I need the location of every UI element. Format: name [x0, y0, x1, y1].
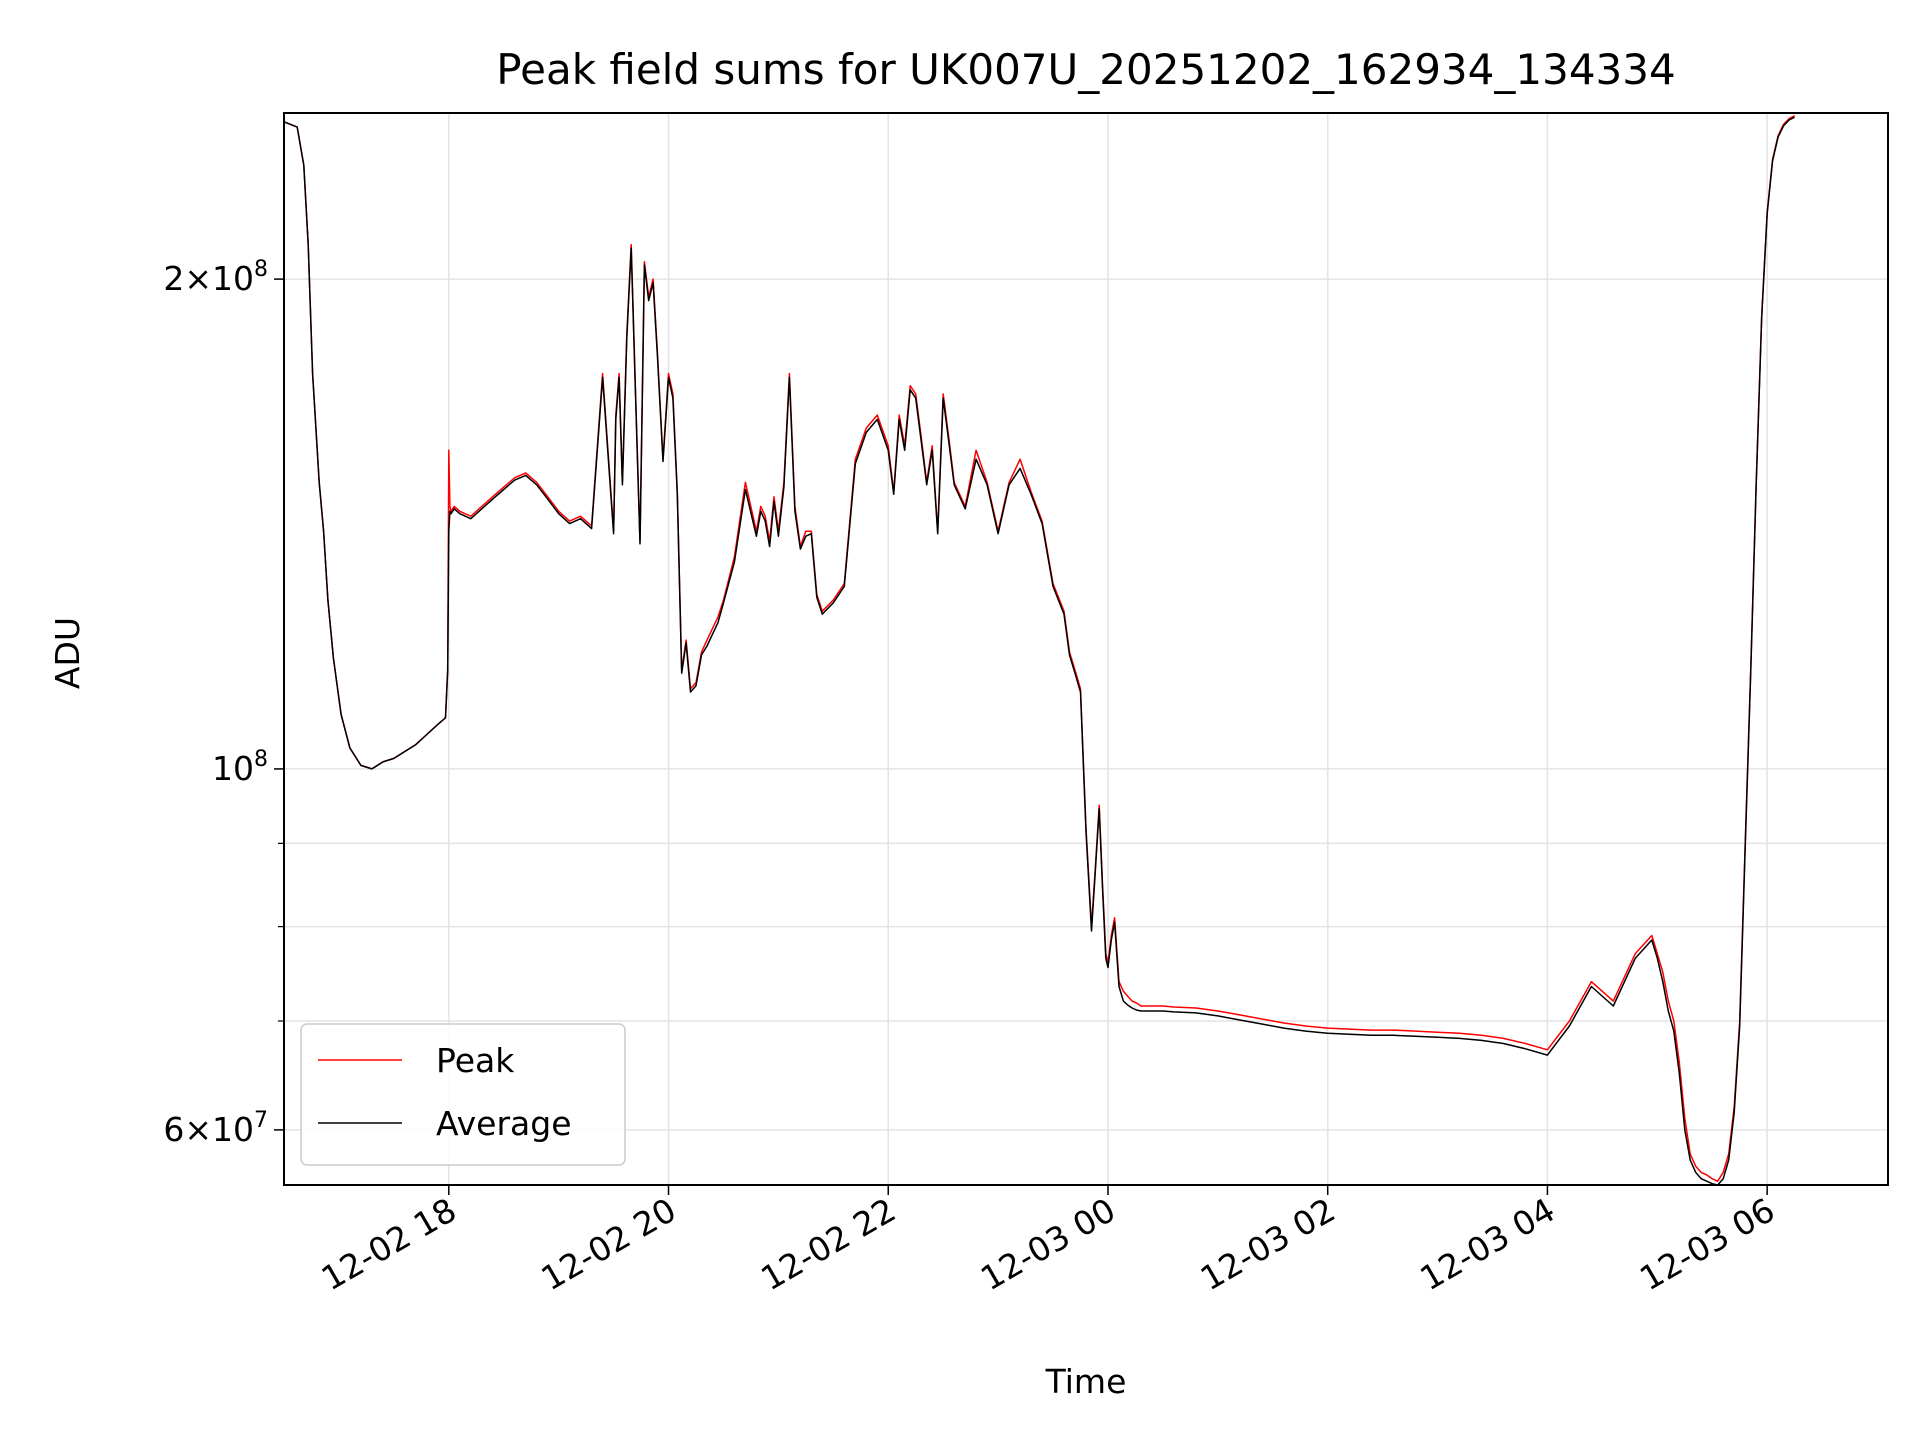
y-tick-label: 6×107 — [163, 1108, 268, 1149]
legend-label-average: Average — [436, 1104, 572, 1143]
series-layer — [284, 115, 1795, 1185]
y-tick-label: 2×108 — [163, 257, 268, 298]
series-line-average — [284, 116, 1795, 1185]
y-tick-label: 108 — [212, 747, 268, 788]
y-axis-label: ADU — [48, 617, 87, 689]
x-axis-label: Time — [1045, 1362, 1127, 1401]
legend: Peak Average — [300, 1023, 626, 1166]
chart-title: Peak field sums for UK007U_20251202_1629… — [496, 45, 1675, 94]
legend-label-peak: Peak — [436, 1041, 515, 1080]
plot-frame — [283, 112, 1889, 1186]
